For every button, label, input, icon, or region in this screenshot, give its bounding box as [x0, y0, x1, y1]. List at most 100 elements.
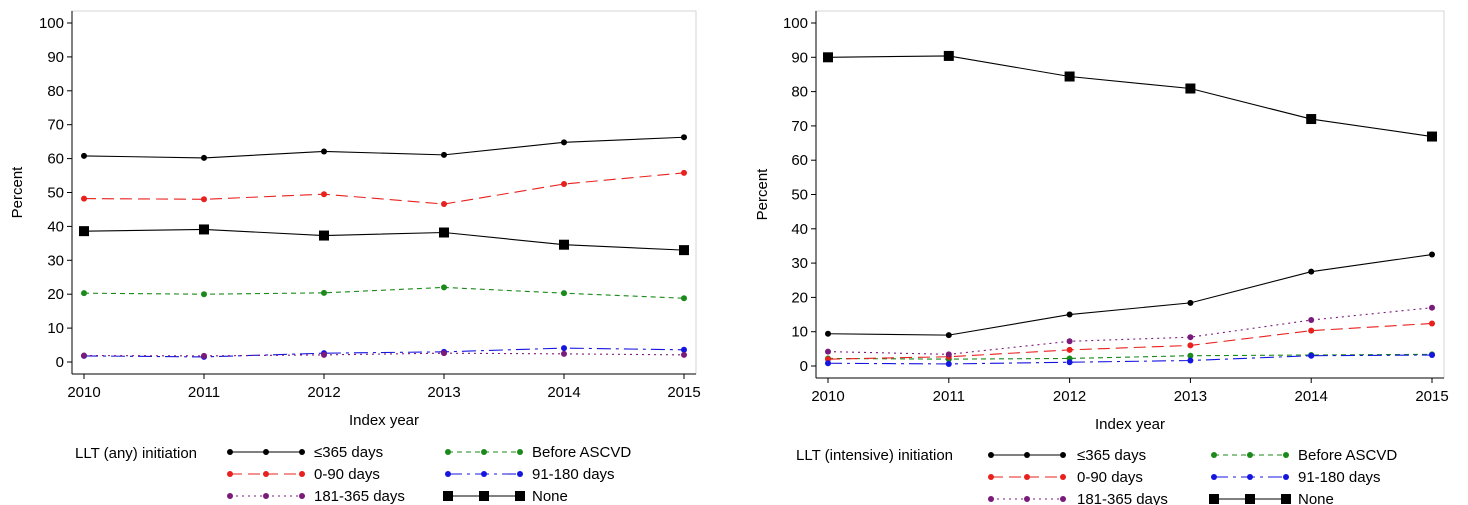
data-point: [825, 356, 831, 363]
y-tick-label: 60: [47, 151, 64, 168]
legend-marker: [227, 449, 233, 455]
data-point: [201, 154, 207, 161]
legend-marker: [1247, 474, 1253, 480]
legend-marker: [988, 452, 994, 458]
data-point: [439, 227, 449, 238]
y-tick-label: 50: [791, 187, 808, 204]
y-tick-label: 30: [791, 255, 808, 272]
series-91-180-days: [81, 345, 687, 360]
y-tick-label: 10: [47, 320, 64, 337]
legend-label: ≤365 days: [314, 444, 383, 461]
data-point: [1187, 357, 1194, 364]
legend-marker: [1211, 474, 1217, 480]
legend-item: 0-90 days: [227, 466, 380, 483]
data-point: [945, 332, 952, 339]
legend-marker: [299, 471, 305, 477]
y-tick-label: 50: [47, 185, 64, 202]
legend-item: ≤365 days: [227, 444, 383, 461]
data-point: [81, 352, 87, 359]
y-tick-label: 90: [47, 49, 64, 66]
data-point: [1187, 334, 1194, 341]
data-point: [945, 351, 952, 358]
y-axis-title: Percent: [9, 166, 26, 219]
legend-item: ≤365 days: [988, 447, 1146, 464]
data-point: [81, 290, 87, 297]
y-tick-label: 80: [47, 83, 64, 100]
legend-item: None: [443, 488, 568, 505]
series-line: [827, 322, 1433, 360]
data-point: [1187, 352, 1194, 359]
legend-label: 91-180 days: [1298, 469, 1381, 486]
data-point: [561, 181, 567, 188]
legend-marker: [263, 449, 269, 455]
legend-marker: [299, 493, 305, 499]
data-point: [681, 351, 687, 358]
series-line: [83, 228, 685, 251]
series-none: [823, 50, 1437, 142]
legend-title: LLT (intensive) initiation: [796, 447, 953, 464]
data-point: [561, 290, 567, 297]
x-tick-label: 2012: [1053, 388, 1086, 405]
legend-marker: [227, 471, 233, 477]
legend-marker: [263, 493, 269, 499]
data-point: [679, 245, 689, 256]
plot-area-frame: [71, 10, 697, 375]
legend-label: ≤365 days: [1077, 447, 1146, 464]
legend-marker: [1060, 496, 1066, 502]
legend-marker: [1024, 474, 1030, 480]
y-tick-label: 100: [39, 15, 64, 32]
series-line: [827, 354, 1433, 365]
data-point: [681, 134, 687, 141]
legend: LLT (any) initiation ≤365 days Before ASCV…: [75, 444, 631, 505]
y-tick-label: 40: [791, 221, 808, 238]
y-tick-label: 0: [800, 358, 808, 375]
legend-marker: [515, 491, 525, 501]
series-none: [79, 224, 689, 256]
data-point: [1066, 346, 1073, 353]
data-point: [681, 346, 687, 353]
legend-marker: [263, 471, 269, 477]
legend-marker: [1245, 494, 1255, 504]
legend-label: 0-90 days: [1077, 469, 1143, 486]
data-point: [201, 196, 207, 203]
legend-marker: [988, 496, 994, 502]
y-tick-label: 60: [791, 152, 808, 169]
y-tick-label: 80: [791, 84, 808, 101]
series-line: [83, 347, 685, 358]
data-point: [1187, 299, 1194, 306]
data-point: [1308, 268, 1315, 275]
data-point: [79, 226, 89, 237]
data-point: [1308, 327, 1315, 334]
data-point: [559, 239, 569, 250]
legend-marker: [1247, 452, 1253, 458]
legend-marker: [517, 471, 523, 477]
data-point: [823, 52, 833, 63]
legend-marker: [1024, 452, 1030, 458]
x-tick-label: 2015: [1415, 388, 1448, 405]
data-point: [321, 289, 327, 296]
data-point: [1306, 114, 1317, 125]
legend-item: 181-365 days: [227, 488, 405, 505]
data-point: [1308, 317, 1315, 324]
legend: LLT (intensive) initiation ≤365 days Befor…: [796, 447, 1397, 505]
data-point: [441, 350, 447, 357]
x-axis-title: Index year: [349, 412, 419, 429]
x-tick-label: 2012: [307, 384, 340, 401]
chart-panel-1: 0 10 20 30 40 50 60 70 80 90 100 2010 2011 2012 2013 20…: [9, 10, 701, 505]
legend-label: Before ASCVD: [1298, 447, 1397, 464]
legend-marker: [299, 449, 305, 455]
x-tick-label: 2013: [1174, 388, 1207, 405]
y-tick-label: 10: [791, 324, 808, 341]
x-tick-label: 2014: [1295, 388, 1328, 405]
plot-area-frame: [815, 10, 1445, 379]
series-line: [827, 353, 1433, 360]
y-tick-label: 30: [47, 252, 64, 269]
y-tick-label: 20: [791, 289, 808, 306]
data-point: [81, 195, 87, 202]
legend-item: Before ASCVD: [1211, 447, 1397, 464]
data-point: [1429, 352, 1435, 359]
data-point: [681, 295, 687, 302]
x-tick-label: 2010: [67, 384, 100, 401]
data-point: [681, 169, 687, 176]
